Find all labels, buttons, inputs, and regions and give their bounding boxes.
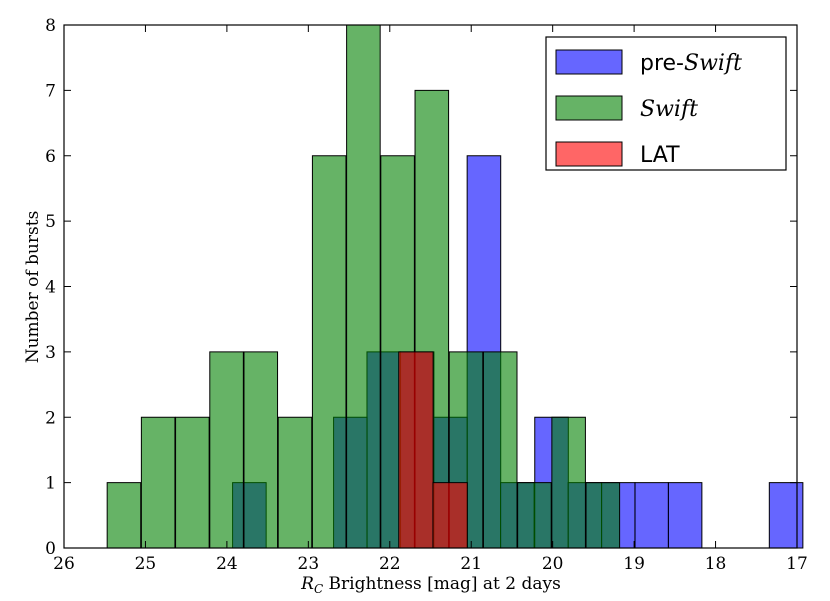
y-tick-label: 4 [45, 278, 56, 298]
swift-bar-11 [482, 351, 518, 549]
legend-swatch-pre [555, 49, 623, 75]
legend-label-lat: LAT [640, 143, 680, 168]
swift-bar-2 [175, 416, 210, 549]
swift-bar-7 [346, 24, 381, 549]
x-tick-label: 19 [623, 554, 645, 574]
x-tick-label: 20 [542, 554, 564, 574]
y-tick-label: 7 [45, 81, 56, 101]
swift-bar-4 [243, 351, 279, 549]
y-tick-label: 8 [45, 16, 56, 36]
legend-label-pre: pre-Swift [640, 51, 742, 76]
y-tick-label: 3 [45, 343, 56, 363]
pre-bar-12 [768, 482, 804, 549]
axis-ticks [63, 24, 798, 549]
swift-bar-13 [551, 416, 586, 549]
y-tick-label: 1 [45, 474, 56, 494]
swift-bar-3 [209, 351, 244, 549]
legend-label-swift: Swift [640, 97, 698, 122]
y-tick-label: 6 [45, 147, 56, 167]
lat-bar-1 [432, 482, 468, 549]
legend-swatch-lat [555, 141, 623, 167]
y-axis-title: Number of bursts [23, 211, 43, 364]
x-tick-label: 23 [298, 554, 320, 574]
swift-bar-14 [585, 482, 621, 549]
swift-bar-1 [140, 416, 176, 549]
swift-bar-5 [277, 416, 313, 549]
x-tick-label: 18 [705, 554, 727, 574]
x-tick-label: 21 [460, 554, 482, 574]
bars-layer [106, 24, 804, 549]
swift-bar-6 [311, 155, 347, 549]
x-axis-title: RC Brightness [mag] at 2 days [300, 574, 561, 596]
y-tick-label: 2 [45, 408, 56, 428]
x-tick-label: 24 [216, 554, 238, 574]
y-tick-label: 0 [45, 539, 56, 559]
swift-bar-0 [106, 482, 142, 549]
x-tick-label: 25 [135, 554, 157, 574]
y-tick-label: 5 [45, 212, 56, 232]
x-tick-label: 26 [53, 554, 75, 574]
x-tick-label: 22 [379, 554, 401, 574]
x-tick-label: 17 [786, 554, 808, 574]
pre-bar-11 [667, 482, 703, 549]
legend-swatch-swift [555, 95, 623, 121]
legend: pre-Swift Swift LAT [545, 36, 787, 171]
swift-bar-12 [517, 482, 552, 549]
lat-bar-0 [398, 351, 434, 549]
pre-bar-10 [634, 482, 669, 549]
